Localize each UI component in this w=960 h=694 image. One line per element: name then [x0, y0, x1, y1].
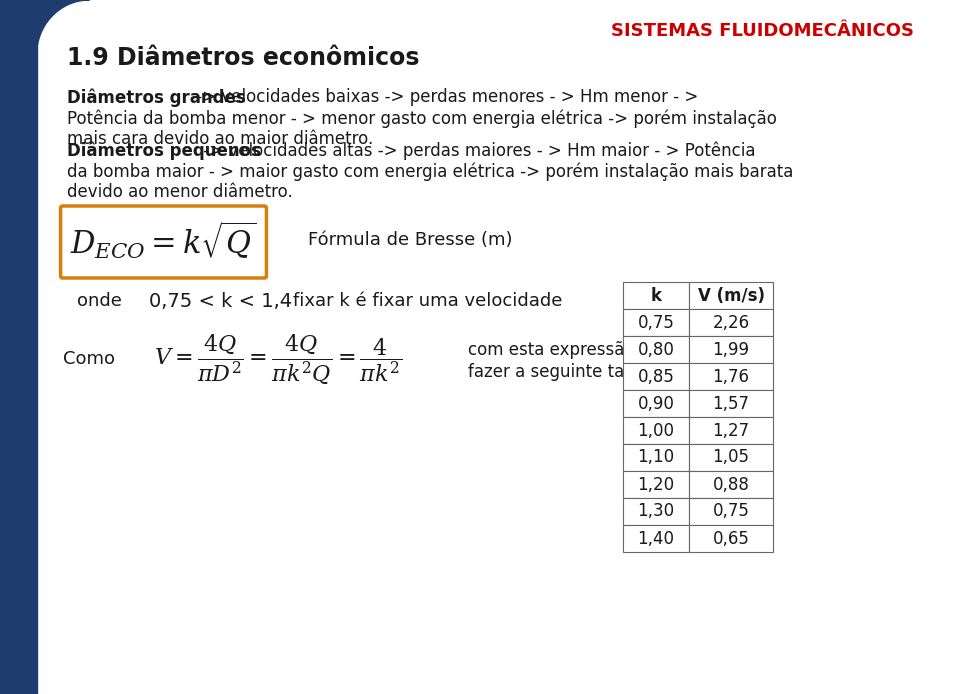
- Text: 1,99: 1,99: [712, 341, 750, 359]
- Bar: [688, 336, 774, 363]
- Bar: [623, 525, 688, 552]
- Text: Como: Como: [62, 350, 114, 368]
- Bar: [623, 309, 688, 336]
- Text: 1,20: 1,20: [637, 475, 675, 493]
- Bar: [688, 309, 774, 336]
- Bar: [688, 444, 774, 471]
- Text: 1,76: 1,76: [712, 368, 750, 385]
- Text: 1,10: 1,10: [637, 448, 675, 466]
- Text: 0,90: 0,90: [637, 394, 675, 412]
- Text: 0,88: 0,88: [712, 475, 750, 493]
- Bar: [623, 417, 688, 444]
- Text: 0,75 < k < 1,4: 0,75 < k < 1,4: [149, 291, 292, 310]
- Text: k: k: [651, 287, 661, 305]
- Text: devido ao menor diâmetro.: devido ao menor diâmetro.: [67, 183, 293, 201]
- Text: Fórmula de Bresse (m): Fórmula de Bresse (m): [308, 231, 513, 249]
- Bar: [688, 363, 774, 390]
- Text: fazer a seguinte tabela:: fazer a seguinte tabela:: [468, 363, 666, 381]
- Text: onde: onde: [77, 292, 122, 310]
- Text: 1.9 Diâmetros econômicos: 1.9 Diâmetros econômicos: [67, 46, 420, 70]
- Bar: [0, 0, 36, 694]
- Polygon shape: [0, 0, 89, 55]
- Bar: [623, 390, 688, 417]
- Text: com esta expressão pode-se: com esta expressão pode-se: [468, 341, 707, 359]
- Text: 1,57: 1,57: [712, 394, 750, 412]
- Bar: [688, 390, 774, 417]
- Text: 0,85: 0,85: [637, 368, 675, 385]
- Bar: [623, 498, 688, 525]
- Bar: [688, 525, 774, 552]
- Text: 0,75: 0,75: [637, 314, 675, 332]
- Text: $V = \dfrac{4Q}{\pi D^{2}} = \dfrac{4Q}{\pi k^{2}Q} = \dfrac{4}{\pi k^{2}}$: $V = \dfrac{4Q}{\pi D^{2}} = \dfrac{4Q}{…: [154, 332, 402, 386]
- Text: da bomba maior - > maior gasto com energia elétrica -> porém instalação mais bar: da bomba maior - > maior gasto com energ…: [67, 162, 794, 180]
- Text: -> velocidades baixas -> perdas menores - > Hm menor - >: -> velocidades baixas -> perdas menores …: [191, 88, 698, 106]
- Text: 1,27: 1,27: [712, 421, 750, 439]
- Text: 0,80: 0,80: [637, 341, 675, 359]
- Text: V (m/s): V (m/s): [698, 287, 764, 305]
- Text: $D_{ECO} = k\sqrt{Q}$: $D_{ECO} = k\sqrt{Q}$: [70, 219, 256, 261]
- Bar: [688, 282, 774, 309]
- Text: Potência da bomba menor - > menor gasto com energia elétrica -> porém instalação: Potência da bomba menor - > menor gasto …: [67, 109, 778, 128]
- FancyBboxPatch shape: [60, 206, 267, 278]
- Text: 1,05: 1,05: [712, 448, 750, 466]
- Bar: [688, 498, 774, 525]
- Text: fixar k é fixar uma velocidade: fixar k é fixar uma velocidade: [294, 292, 563, 310]
- Bar: [688, 417, 774, 444]
- Bar: [623, 471, 688, 498]
- Text: 1,00: 1,00: [637, 421, 675, 439]
- Bar: [623, 282, 688, 309]
- Text: -> velocidades altas -> perdas maiores - > Hm maior - > Potência: -> velocidades altas -> perdas maiores -…: [198, 141, 756, 160]
- Text: 0,75: 0,75: [712, 502, 750, 520]
- Text: Diâmetros grandes: Diâmetros grandes: [67, 88, 246, 106]
- Text: 1,40: 1,40: [637, 530, 675, 548]
- Text: SISTEMAS FLUIDOMECÂNICOS: SISTEMAS FLUIDOMECÂNICOS: [611, 22, 914, 40]
- Text: Diâmetros pequenos: Diâmetros pequenos: [67, 141, 261, 160]
- Bar: [623, 444, 688, 471]
- Bar: [688, 471, 774, 498]
- Bar: [623, 363, 688, 390]
- Text: 2,26: 2,26: [712, 314, 750, 332]
- Text: 1,30: 1,30: [637, 502, 675, 520]
- Text: 0,65: 0,65: [712, 530, 750, 548]
- Text: mais cara devido ao maior diâmetro.: mais cara devido ao maior diâmetro.: [67, 130, 373, 148]
- Bar: [623, 336, 688, 363]
